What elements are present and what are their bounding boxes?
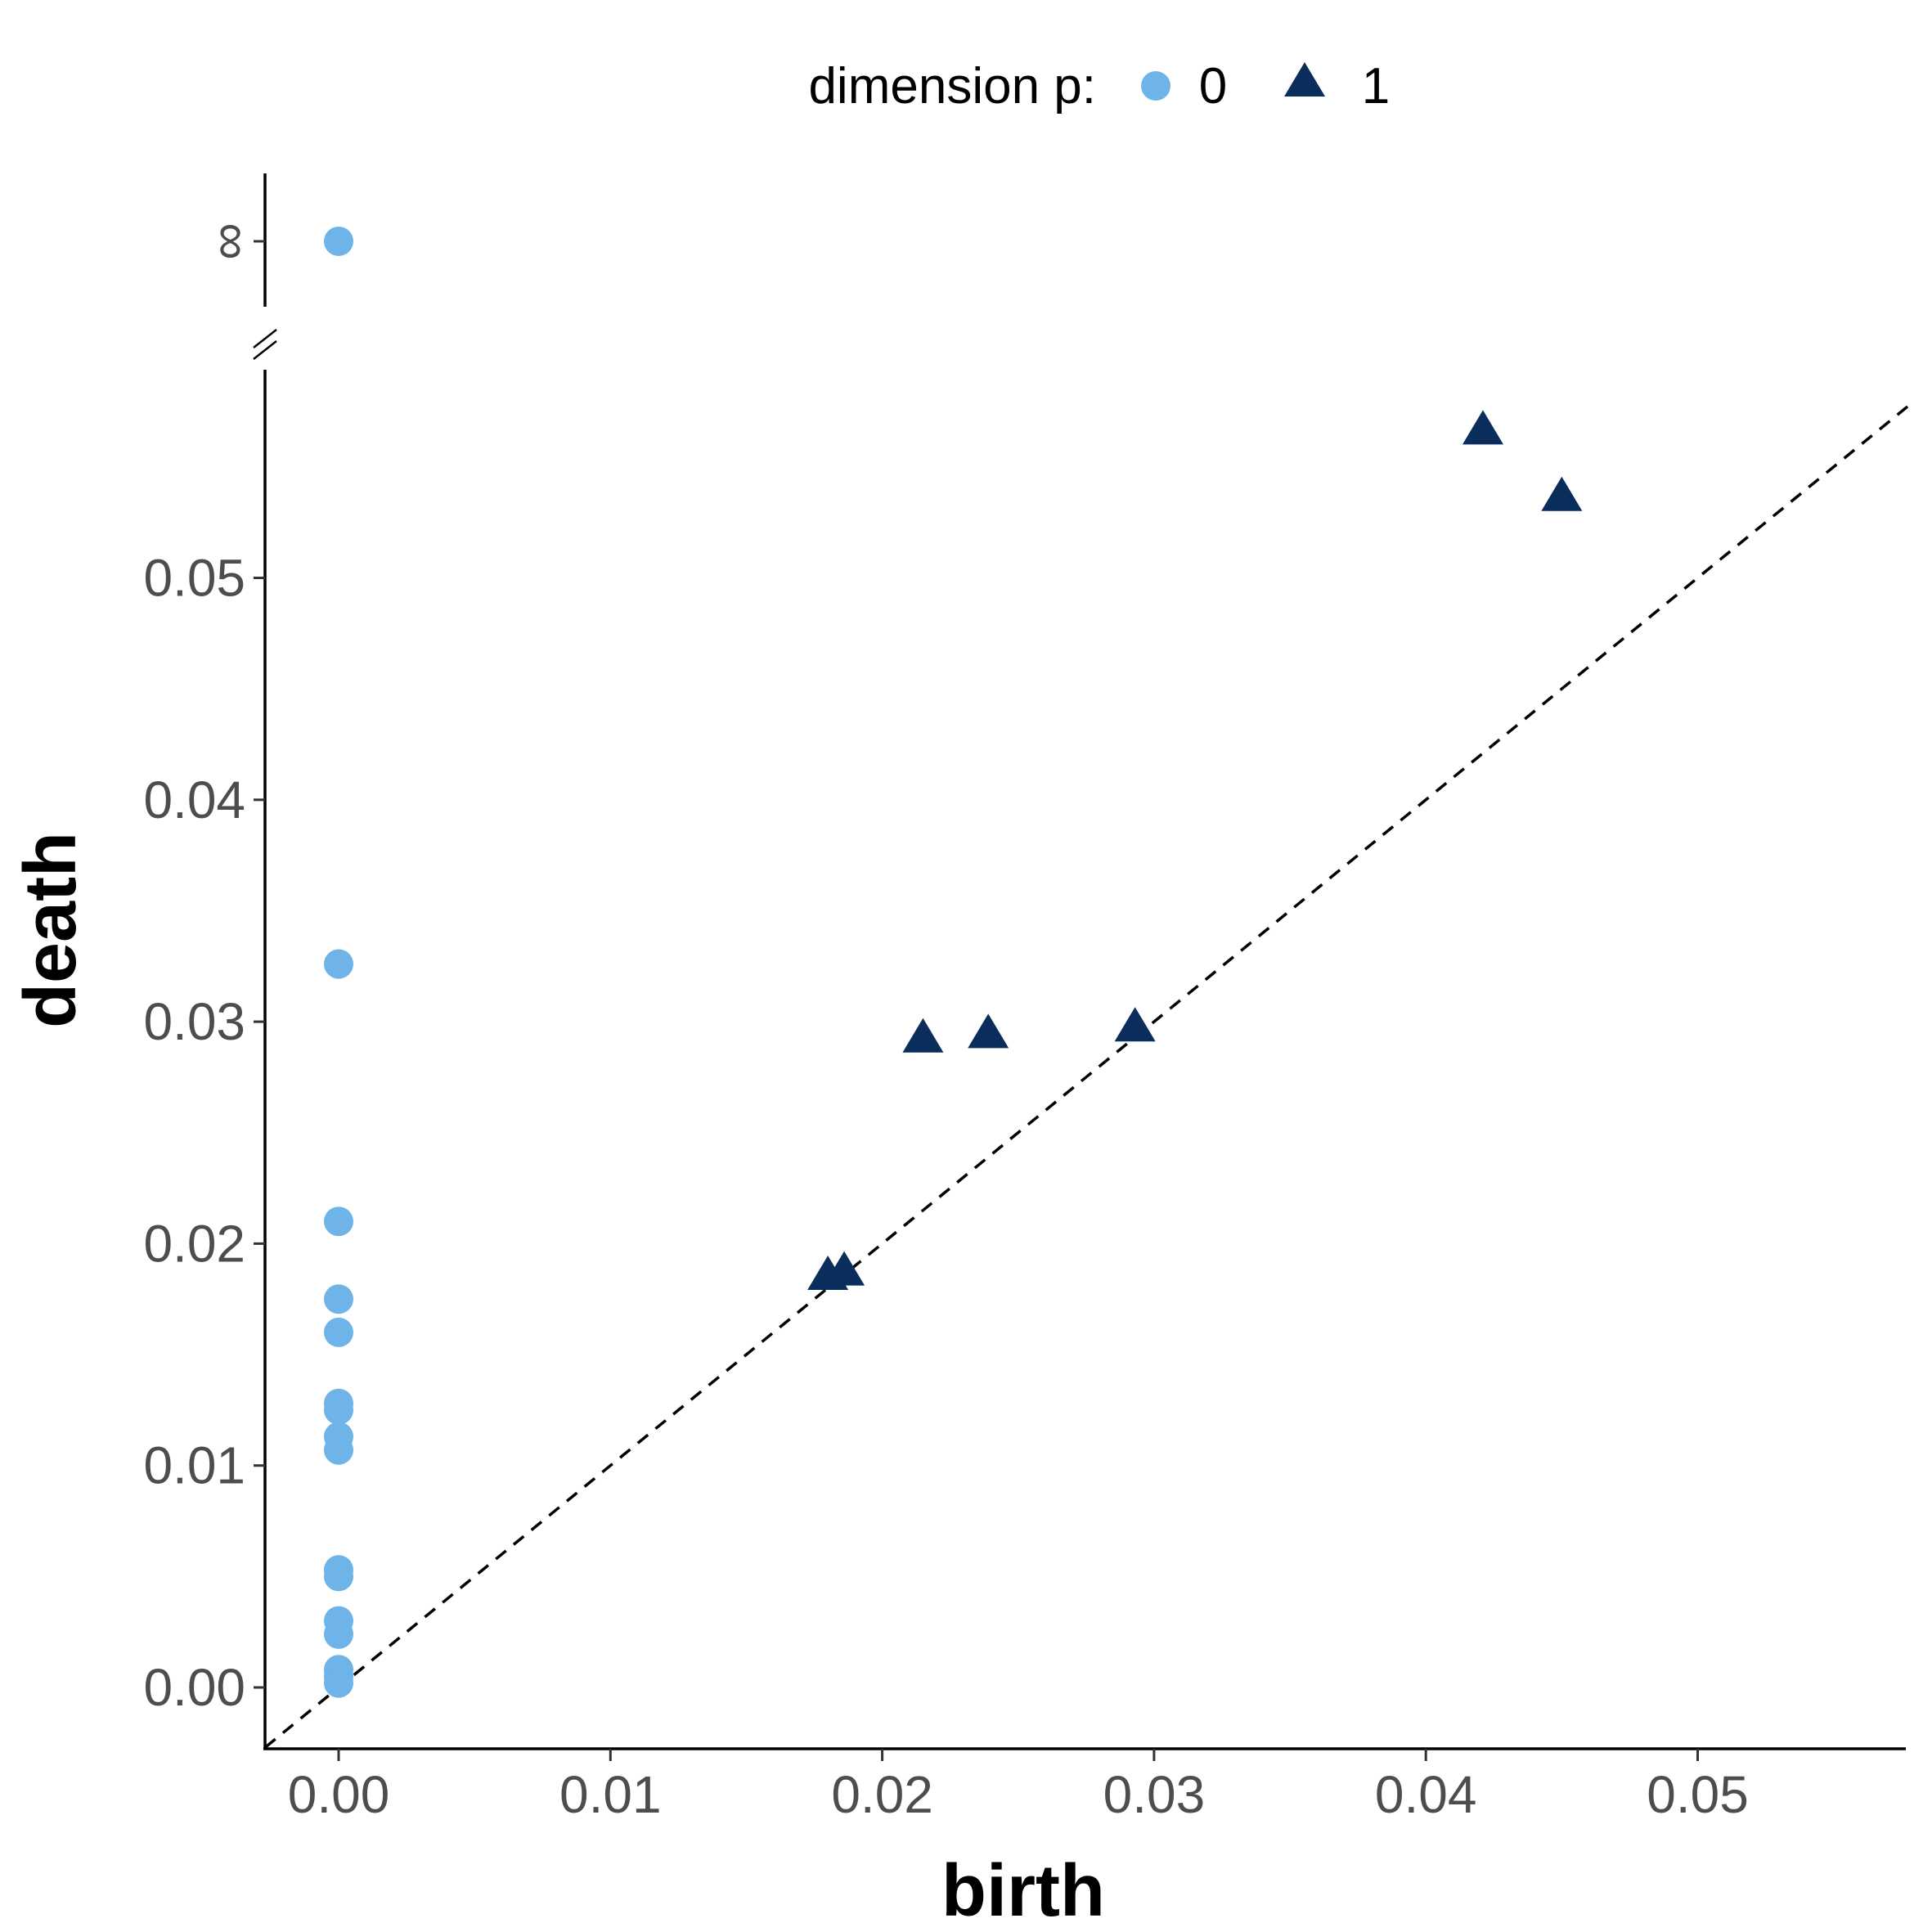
infinity-tick-label: ∞ <box>198 222 257 260</box>
point-dim-1 <box>902 1018 943 1053</box>
point-dim-0 <box>324 1620 353 1649</box>
point-dim-1 <box>1115 1007 1156 1041</box>
point-dim-0 <box>324 1561 353 1591</box>
legend-circle-icon <box>1141 71 1170 101</box>
point-dim-1 <box>1541 477 1582 511</box>
x-tick-label: 0.03 <box>1103 1765 1206 1824</box>
point-dim-1 <box>1462 410 1503 444</box>
legend-triangle-icon <box>1284 62 1325 97</box>
legend-label-1: 1 <box>1362 58 1390 115</box>
x-tick-label: 0.05 <box>1647 1765 1749 1824</box>
y-tick-label: 0.04 <box>143 771 245 829</box>
x-tick-label: 0.02 <box>831 1765 933 1824</box>
point-dim-0 <box>324 1669 353 1698</box>
point-dim-0 <box>324 1206 353 1236</box>
x-axis-title: birth <box>941 1850 1105 1932</box>
legend-title: dimension p: <box>808 58 1096 115</box>
x-tick-label: 0.04 <box>1375 1765 1477 1824</box>
y-tick-label: 0.00 <box>143 1658 245 1717</box>
point-dim-0 <box>324 1436 353 1465</box>
point-dim-0 <box>324 950 353 979</box>
diagonal-reference-line <box>265 405 1909 1747</box>
legend-label-0: 0 <box>1199 58 1227 115</box>
x-tick-label: 0.01 <box>559 1765 662 1824</box>
legend: dimension p: 0 1 <box>808 58 1390 115</box>
x-axis-ticks: 0.00 0.01 0.02 0.03 0.04 0.05 <box>288 1749 1749 1824</box>
y-axis-ticks: 0.00 0.01 0.02 0.03 0.04 0.05 <box>143 549 265 1718</box>
y-tick-label: 0.05 <box>143 549 245 608</box>
axes: 0.00 0.01 0.02 0.03 0.04 0.05 0.000.010.020.0… <box>143 173 1906 1824</box>
point-dim-0 <box>324 1318 353 1347</box>
x-tick-label: 0.00 <box>288 1765 390 1824</box>
y-tick-label: 0.02 <box>143 1214 245 1273</box>
point-dim-0 <box>324 1284 353 1314</box>
data-points <box>324 227 1582 1698</box>
persistence-diagram: dimension p: 0 1 0.00 0.01 0.02 0.03 0.04 0.0… <box>0 0 1932 1932</box>
point-dim-0 <box>324 227 353 256</box>
y-axis-title: death <box>10 832 92 1028</box>
point-dim-0 <box>324 1395 353 1425</box>
y-tick-label: 0.01 <box>143 1436 245 1495</box>
point-dim-1 <box>968 1013 1009 1048</box>
y-tick-label: 0.03 <box>143 992 245 1051</box>
